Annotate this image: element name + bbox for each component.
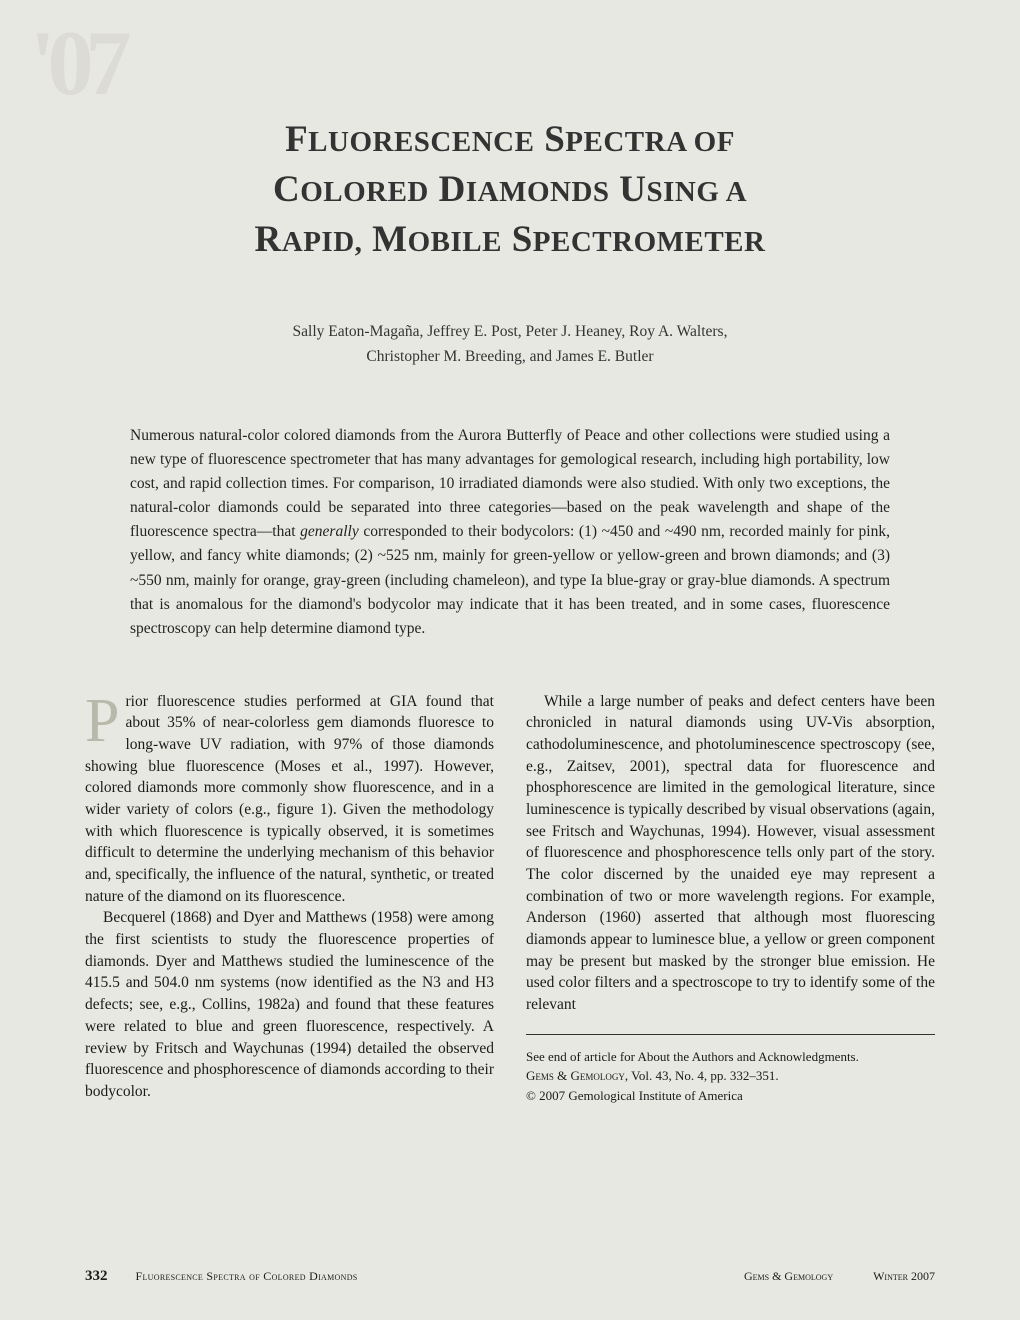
t3d: OBILE xyxy=(408,226,502,258)
note-journal: Gems & Gemology xyxy=(526,1068,625,1083)
t2e: U xyxy=(619,169,646,210)
footer-season: Winter 2007 xyxy=(873,1269,935,1284)
t3f: PECTROMETER xyxy=(533,226,766,258)
title-line-3: RAPID, MOBILE SPECTROMETER xyxy=(85,215,935,265)
dropcap-p: P xyxy=(85,691,125,748)
watermark-year: '07 xyxy=(30,10,124,116)
title-line-2: COLORED DIAMONDS USING A xyxy=(85,165,935,215)
t2f: SING A xyxy=(647,176,748,208)
abstract: Numerous natural-color colored diamonds … xyxy=(130,424,890,640)
note-line-2: Gems & Gemology, Vol. 43, No. 4, pp. 332… xyxy=(526,1066,935,1086)
left-column: Prior fluorescence studies performed at … xyxy=(85,691,494,1106)
left-p1: Prior fluorescence studies performed at … xyxy=(85,691,494,908)
note-line-1: See end of article for About the Authors… xyxy=(526,1047,935,1067)
t1c: S xyxy=(544,119,565,160)
authors-line-2: Christopher M. Breeding, and James E. Bu… xyxy=(85,345,935,370)
t2c: D xyxy=(439,169,466,210)
t3a: R xyxy=(255,219,282,260)
author-list: Sally Eaton-Magaña, Jeffrey E. Post, Pet… xyxy=(85,320,935,370)
abstract-italic: generally xyxy=(300,523,359,540)
t2d: IAMONDS xyxy=(466,176,610,208)
page-content: FLUORESCENCE SPECTRA OF COLORED DIAMONDS… xyxy=(85,115,935,1105)
t1a: F xyxy=(285,119,308,160)
right-column: While a large number of peaks and defect… xyxy=(526,691,935,1106)
t1b: LUORESCENCE xyxy=(308,126,534,158)
t3c: M xyxy=(372,219,407,260)
t2b: OLORED xyxy=(300,176,429,208)
note-line-3: © 2007 Gemological Institute of America xyxy=(526,1086,935,1106)
t3b: APID, xyxy=(282,226,363,258)
t1d: PECTRA OF xyxy=(565,126,735,158)
note-volinfo: , Vol. 43, No. 4, pp. 332–351. xyxy=(625,1068,779,1083)
page-footer: 332 Fluorescence Spectra of Colored Diam… xyxy=(85,1268,935,1285)
article-note: See end of article for About the Authors… xyxy=(526,1047,935,1106)
authors-line-1: Sally Eaton-Magaña, Jeffrey E. Post, Pet… xyxy=(85,320,935,345)
body-columns: Prior fluorescence studies performed at … xyxy=(85,691,935,1106)
left-p1-text: rior fluorescence studies performed at G… xyxy=(85,693,494,905)
t3e: S xyxy=(512,219,533,260)
note-divider xyxy=(526,1034,935,1035)
right-p1: While a large number of peaks and defect… xyxy=(526,691,935,1016)
left-p2: Becquerel (1868) and Dyer and Matthews (… xyxy=(85,907,494,1102)
footer-journal: Gems & Gemology xyxy=(744,1269,833,1284)
page-number: 332 xyxy=(85,1268,108,1285)
t2a: C xyxy=(273,169,300,210)
title-line-1: FLUORESCENCE SPECTRA OF xyxy=(85,115,935,165)
article-title: FLUORESCENCE SPECTRA OF COLORED DIAMONDS… xyxy=(85,115,935,265)
footer-title: Fluorescence Spectra of Colored Diamonds xyxy=(136,1269,744,1284)
